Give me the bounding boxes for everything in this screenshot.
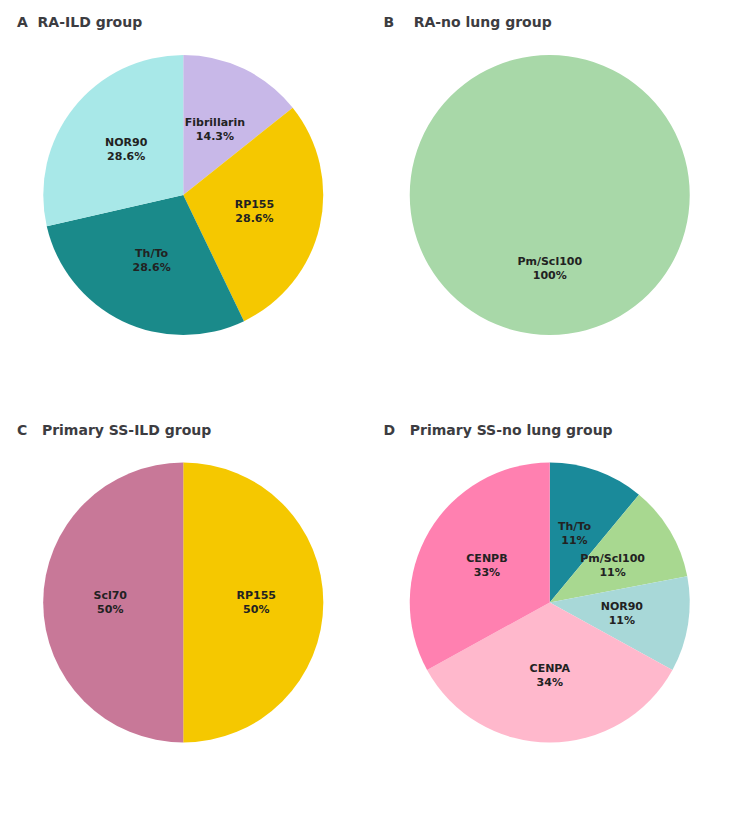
- svg-text:Scl70: Scl70: [93, 589, 127, 602]
- svg-text:28.6%: 28.6%: [107, 150, 145, 163]
- svg-text:28.6%: 28.6%: [132, 261, 170, 274]
- svg-text:50%: 50%: [243, 603, 269, 616]
- svg-text:50%: 50%: [97, 603, 123, 616]
- svg-text:B RA-no lung group: B RA-no lung group: [384, 14, 552, 30]
- svg-text:NOR90: NOR90: [105, 136, 148, 149]
- svg-text:34%: 34%: [537, 676, 563, 689]
- svg-text:14.3%: 14.3%: [196, 130, 234, 143]
- svg-text:NOR90: NOR90: [601, 600, 644, 613]
- svg-text:Pm/Scl100: Pm/Scl100: [517, 255, 582, 268]
- svg-text:11%: 11%: [599, 566, 625, 579]
- svg-text:Th/To: Th/To: [558, 520, 591, 533]
- svg-text:33%: 33%: [474, 566, 500, 579]
- svg-text:CENPA: CENPA: [530, 662, 571, 675]
- svg-text:A RA-ILD group: A RA-ILD group: [17, 14, 142, 30]
- svg-text:Pm/Scl100: Pm/Scl100: [580, 552, 645, 565]
- svg-text:RP155: RP155: [235, 198, 274, 211]
- svg-text:Fibrillarin: Fibrillarin: [185, 116, 245, 129]
- svg-text:11%: 11%: [561, 534, 587, 547]
- svg-text:28.6%: 28.6%: [235, 212, 273, 225]
- svg-text:100%: 100%: [533, 269, 567, 282]
- svg-text:11%: 11%: [609, 614, 635, 627]
- svg-text:D Primary SS-no lung group: D Primary SS-no lung group: [384, 422, 613, 438]
- svg-text:CENPB: CENPB: [466, 552, 507, 565]
- svg-text:RP155: RP155: [237, 589, 277, 602]
- svg-text:C Primary SS-ILD group: C Primary SS-ILD group: [17, 422, 211, 438]
- svg-text:Th/To: Th/To: [135, 247, 168, 260]
